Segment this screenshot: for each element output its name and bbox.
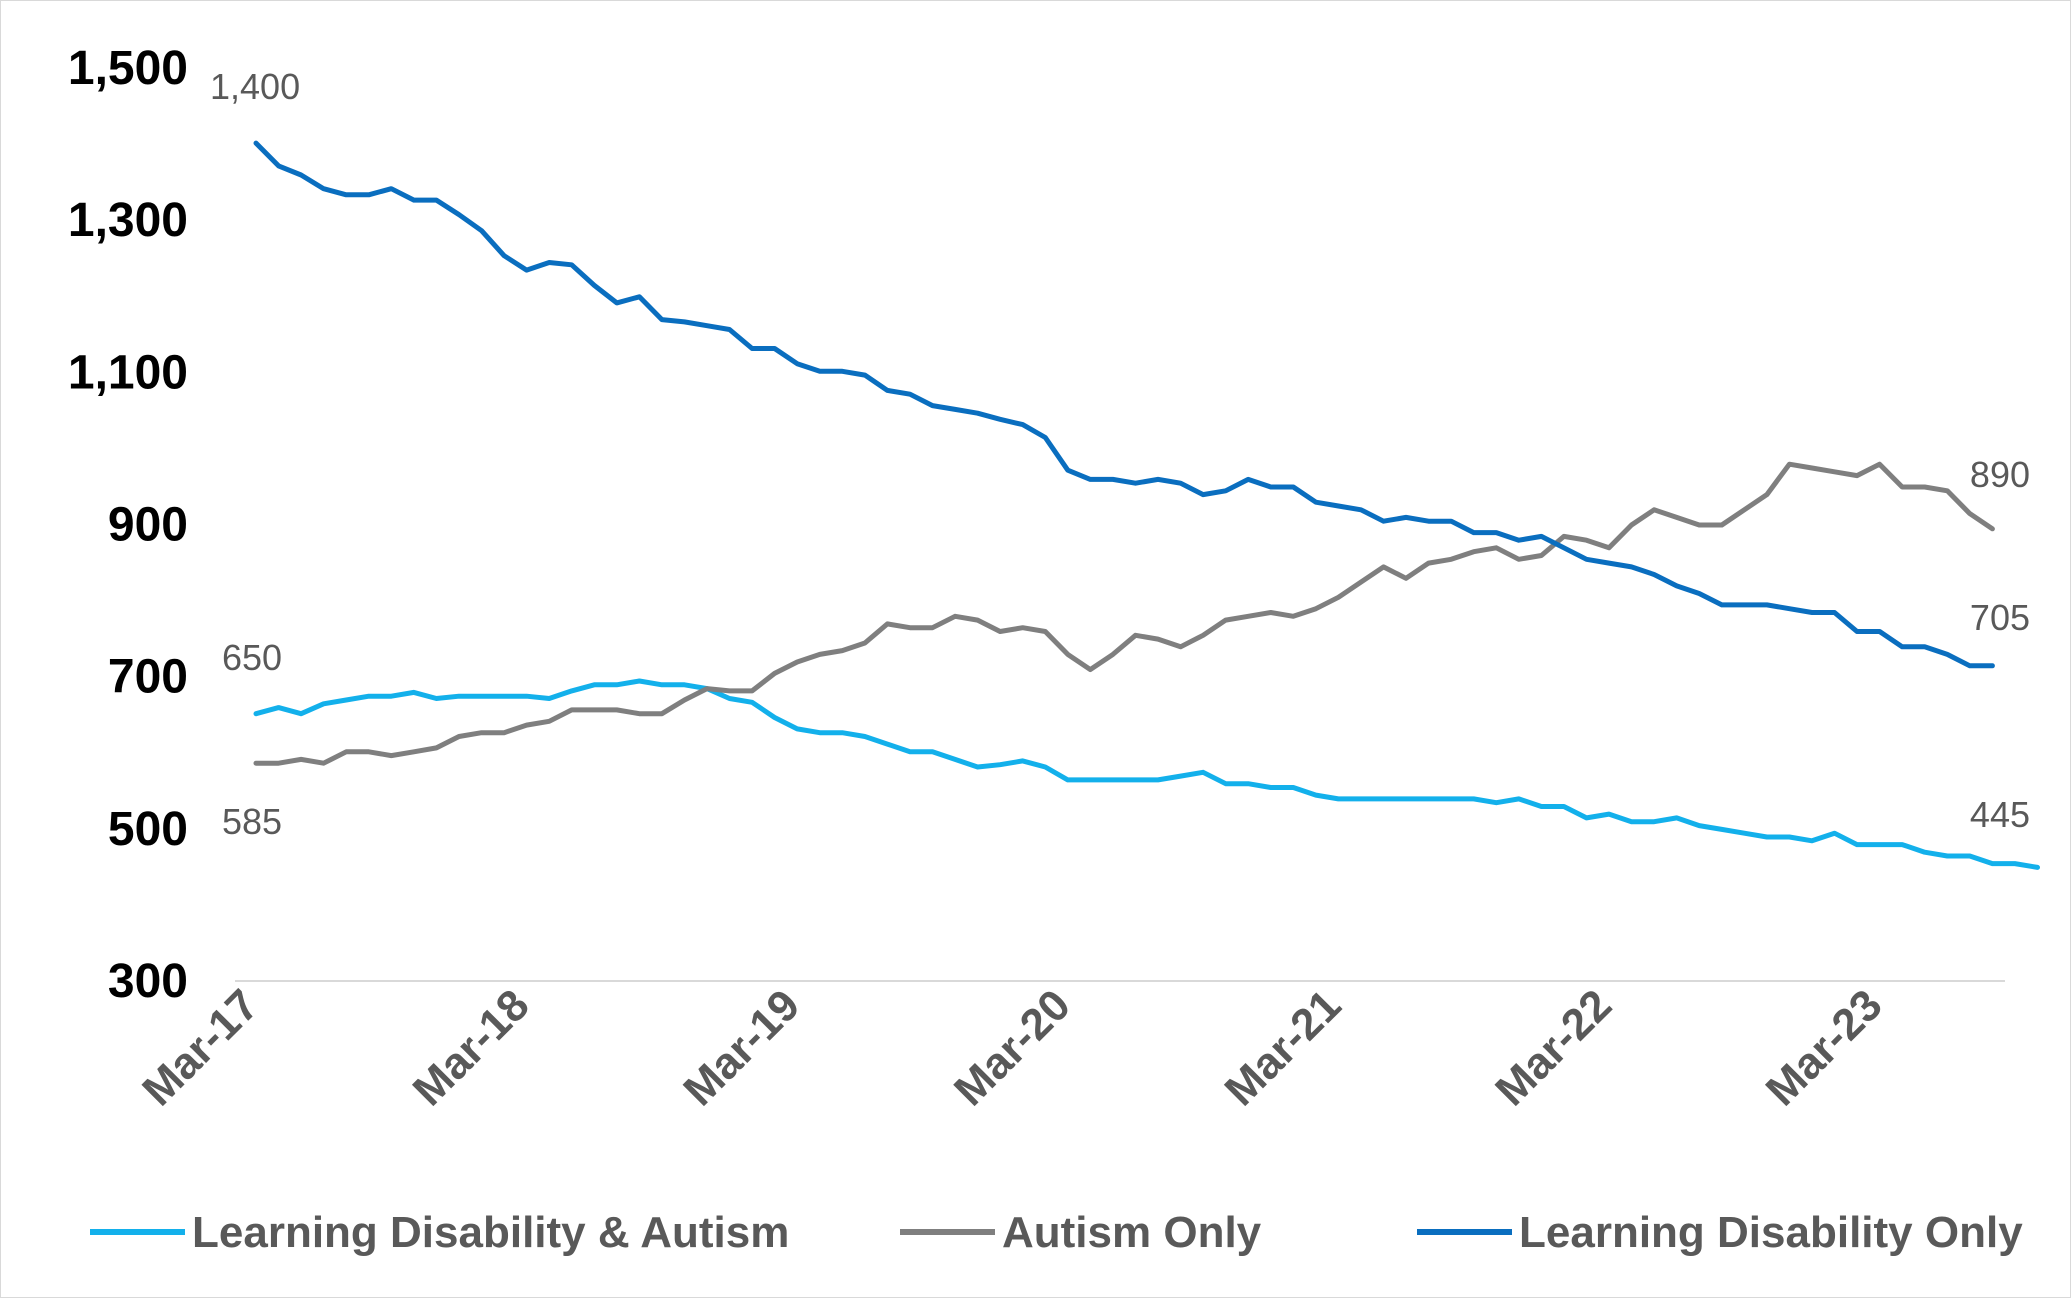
legend: Learning Disability & Autism Autism Only L…: [90, 1208, 2023, 1257]
start-data-label: 585: [222, 801, 282, 842]
x-axis-ticks: Mar-17 Mar-18 Mar-19 Mar-20 Mar-21 Mar-22 Mar-…: [133, 980, 1892, 1115]
y-tick-label: 300: [108, 955, 188, 1008]
legend-label: Learning Disability Only: [1519, 1208, 2023, 1257]
x-tick-label: Mar-20: [945, 980, 1080, 1115]
series-line-0: [253, 678, 2040, 870]
x-tick-label: Mar-18: [404, 980, 539, 1115]
series-line-2: [253, 140, 1995, 669]
y-tick-label: 1,300: [68, 194, 188, 247]
legend-label: Learning Disability & Autism: [192, 1208, 789, 1257]
y-tick-label: 900: [108, 499, 188, 552]
x-tick-label: Mar-19: [674, 980, 809, 1115]
series-line-1: [253, 461, 1995, 766]
legend-label: Autism Only: [1002, 1208, 1262, 1257]
end-data-label: 445: [1970, 794, 2030, 835]
x-tick-label: Mar-21: [1216, 980, 1351, 1115]
series-lines: [253, 140, 2040, 870]
y-tick-label: 700: [108, 651, 188, 704]
data-labels: 650 445 585 890 1,400 705: [210, 66, 2030, 842]
start-data-label: 1,400: [210, 66, 300, 107]
x-tick-label: Mar-23: [1757, 980, 1892, 1115]
y-tick-label: 1,500: [68, 42, 188, 95]
end-data-label: 890: [1970, 454, 2030, 495]
end-data-label: 705: [1970, 597, 2030, 638]
start-data-label: 650: [222, 637, 282, 678]
y-tick-label: 1,100: [68, 346, 188, 399]
x-tick-label: Mar-22: [1486, 980, 1621, 1115]
y-axis-ticks: 1,500 1,300 1,100 900 700 500 300: [68, 42, 188, 1008]
y-tick-label: 500: [108, 803, 188, 856]
